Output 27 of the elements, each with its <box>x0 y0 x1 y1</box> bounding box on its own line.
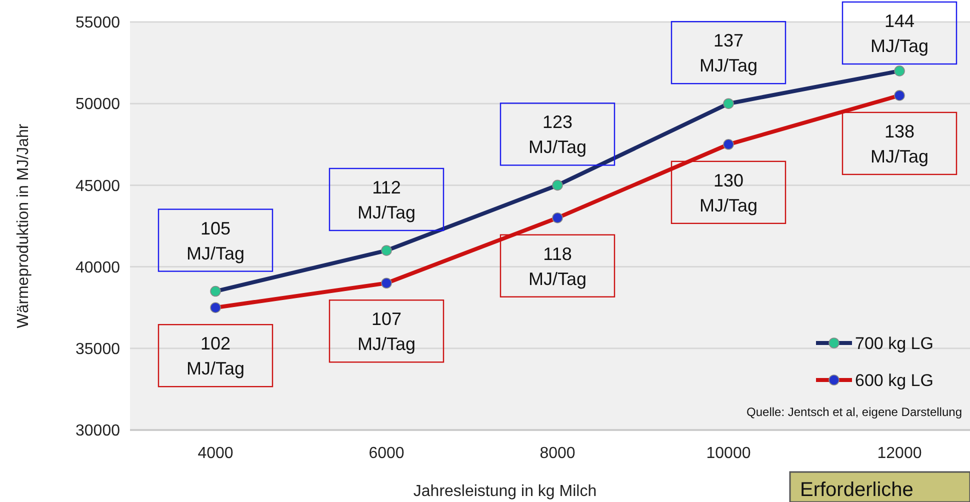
annotation: 123 MJ/Tag <box>528 112 587 158</box>
annotation: Quelle: Jentsch et al, eigene Darstellung <box>746 405 962 419</box>
annotation: 137 MJ/Tag <box>699 30 758 76</box>
x-tick-label: 10000 <box>706 445 751 462</box>
text: Erforderliche <box>800 479 914 501</box>
x-tick-label: 8000 <box>540 445 576 462</box>
legend-label: 600 kg LG <box>855 370 934 390</box>
x-axis-title: Jahresleistung in kg Milch <box>413 483 597 500</box>
annotation: 144 MJ/Tag <box>870 11 929 56</box>
annotation: 118 MJ/Tag <box>528 244 587 289</box>
y-tick-label: 35000 <box>76 341 120 358</box>
annotation: 112 MJ/Tag <box>357 177 416 222</box>
annotation: 107 MJ/Tag <box>357 309 416 354</box>
annotation: 102 MJ/Tag <box>186 334 245 379</box>
annotation: 105 MJ/Tag <box>186 218 245 264</box>
y-tick-label: 45000 <box>76 178 120 195</box>
x-tick-label: 6000 <box>368 445 404 462</box>
legend-label: 700 kg LG <box>855 334 934 353</box>
y-tick-label: 30000 <box>76 422 120 440</box>
y-tick-label: 40000 <box>76 259 120 276</box>
y-axis-title: Wärmeproduktion in MJ/Jahr <box>15 123 32 328</box>
y-tick-label: 55000 <box>76 14 120 32</box>
y-tick-label: 50000 <box>76 96 120 114</box>
annotation: 130 MJ/Tag <box>699 170 758 216</box>
x-tick-label: 4000 <box>198 445 234 462</box>
annotation: 138 MJ/Tag <box>870 121 929 166</box>
x-tick-label: 12000 <box>877 445 922 462</box>
